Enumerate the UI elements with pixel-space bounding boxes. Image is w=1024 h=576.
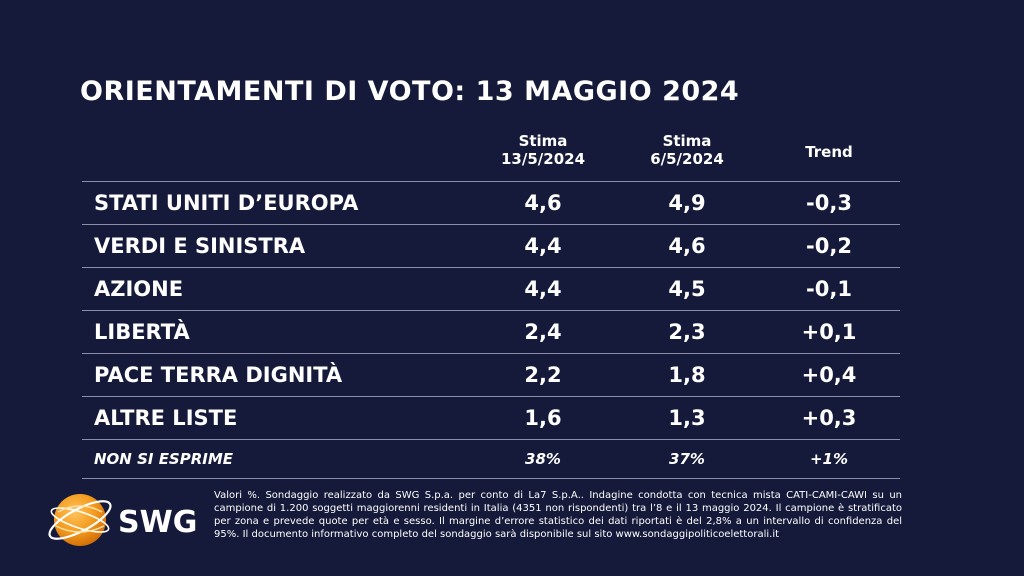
table-row: ALTRE LISTE 1,6 1,3 +0,3 bbox=[82, 396, 900, 439]
column-header-current-line1: Stima bbox=[518, 132, 568, 150]
table-row: VERDI E SINISTRA 4,4 4,6 -0,2 bbox=[82, 224, 900, 267]
value-current: 4,4 bbox=[524, 277, 562, 301]
table-row: PACE TERRA DIGNITÀ 2,2 1,8 +0,4 bbox=[82, 353, 900, 396]
column-header-trend-label: Trend bbox=[805, 143, 853, 161]
party-label: VERDI E SINISTRA bbox=[94, 234, 306, 258]
value-previous: 4,6 bbox=[668, 234, 706, 258]
column-header-previous: Stima 6/5/2024 bbox=[617, 132, 757, 168]
value-previous: 4,9 bbox=[668, 191, 706, 215]
table-row: LIBERTÀ 2,4 2,3 +0,1 bbox=[82, 310, 900, 353]
party-label: PACE TERRA DIGNITÀ bbox=[94, 363, 343, 387]
column-header-current-line2: 13/5/2024 bbox=[500, 150, 586, 168]
swg-globe-icon bbox=[48, 494, 112, 546]
results-table: STATI UNITI D’EUROPA 4,6 4,9 -0,3 VERDI … bbox=[82, 181, 900, 479]
value-current: 2,4 bbox=[524, 320, 562, 344]
party-label: ALTRE LISTE bbox=[94, 406, 238, 430]
table-row: AZIONE 4,4 4,5 -0,1 bbox=[82, 267, 900, 310]
value-previous: 2,3 bbox=[668, 320, 706, 344]
value-previous: 1,3 bbox=[668, 406, 706, 430]
party-label: AZIONE bbox=[94, 277, 184, 301]
column-header-trend: Trend bbox=[759, 143, 899, 161]
value-previous: 4,5 bbox=[668, 277, 706, 301]
page-title: ORIENTAMENTI DI VOTO: 13 MAGGIO 2024 bbox=[80, 76, 740, 107]
column-header-current: Stima 13/5/2024 bbox=[473, 132, 613, 168]
value-current: 4,4 bbox=[524, 234, 562, 258]
methodology-note: Valori %. Sondaggio realizzato da SWG S.… bbox=[214, 490, 902, 540]
value-current: 38% bbox=[525, 450, 561, 468]
value-previous: 1,8 bbox=[668, 363, 706, 387]
column-header-previous-line1: Stima bbox=[662, 132, 712, 150]
party-label: LIBERTÀ bbox=[94, 320, 190, 344]
party-label: STATI UNITI D’EUROPA bbox=[94, 191, 359, 215]
value-trend: +0,4 bbox=[801, 363, 857, 387]
column-header-previous-line2: 6/5/2024 bbox=[650, 150, 724, 168]
value-previous: 37% bbox=[669, 450, 705, 468]
value-trend: -0,3 bbox=[806, 191, 852, 215]
value-trend: +1% bbox=[809, 450, 849, 468]
party-label: NON SI ESPRIME bbox=[94, 450, 234, 468]
value-trend: +0,3 bbox=[801, 406, 857, 430]
value-current: 4,6 bbox=[524, 191, 562, 215]
swg-logo-text: SWG bbox=[118, 505, 198, 540]
value-trend: -0,2 bbox=[806, 234, 852, 258]
value-trend: -0,1 bbox=[806, 277, 852, 301]
table-row: STATI UNITI D’EUROPA 4,6 4,9 -0,3 bbox=[82, 181, 900, 224]
value-current: 1,6 bbox=[524, 406, 562, 430]
value-trend: +0,1 bbox=[801, 320, 857, 344]
table-row: NON SI ESPRIME 38% 37% +1% bbox=[82, 439, 900, 479]
value-current: 2,2 bbox=[524, 363, 562, 387]
